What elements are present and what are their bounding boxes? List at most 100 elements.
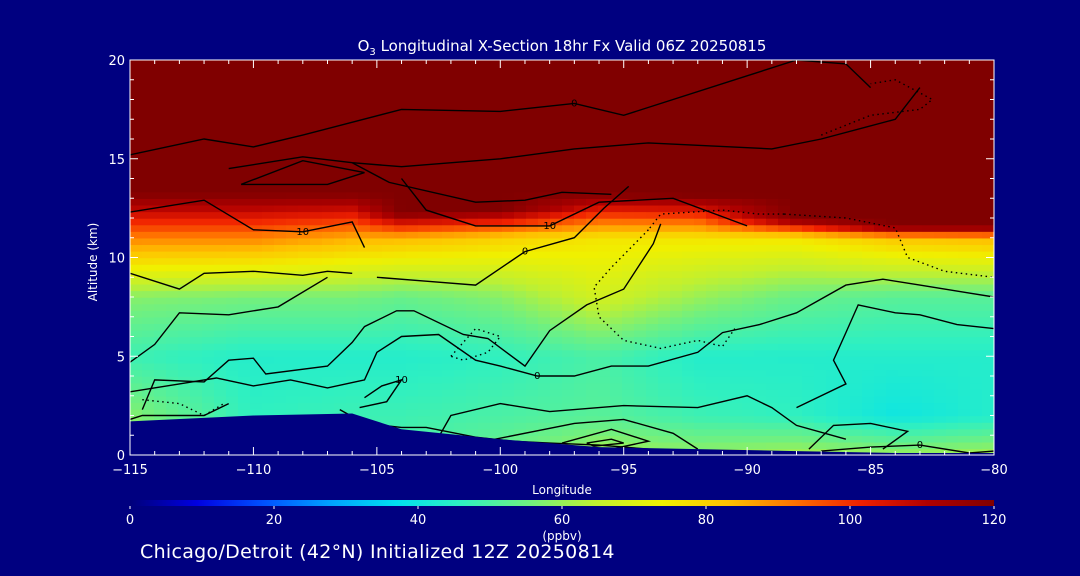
field-cell: [958, 152, 971, 160]
field-cell: [706, 362, 719, 371]
field-cell: [778, 323, 791, 331]
field-cell: [682, 139, 695, 147]
field-cell: [250, 376, 263, 384]
field-cell: [250, 316, 263, 325]
field-cell: [814, 303, 827, 311]
field-cell: [154, 106, 167, 114]
field-cell: [730, 178, 743, 186]
field-cell: [178, 119, 191, 127]
field-cell: [562, 60, 575, 68]
field-cell: [370, 191, 383, 199]
field-cell: [430, 323, 443, 331]
field-cell: [706, 125, 719, 134]
field-cell: [562, 92, 575, 101]
field-cell: [598, 428, 611, 436]
field-cell: [430, 428, 443, 436]
field-cell: [898, 218, 911, 226]
field-cell: [694, 66, 707, 74]
field-cell: [514, 112, 527, 120]
field-cell: [850, 66, 863, 74]
field-cell: [970, 165, 983, 173]
field-cell: [178, 290, 191, 298]
field-cell: [814, 86, 827, 94]
field-cell: [574, 145, 587, 153]
field-cell: [442, 316, 455, 325]
field-cell: [754, 125, 767, 134]
field-cell: [490, 297, 503, 305]
field-cell: [190, 158, 203, 167]
field-cell: [130, 244, 143, 252]
field-cell: [322, 329, 335, 338]
field-cell: [898, 139, 911, 147]
field-cell: [514, 290, 527, 298]
field-cell: [694, 198, 707, 206]
field-cell: [958, 99, 971, 107]
field-cell: [526, 165, 539, 173]
field-cell: [970, 139, 983, 147]
field-cell: [958, 244, 971, 252]
field-cell: [454, 92, 467, 101]
field-cell: [562, 132, 575, 140]
field-cell: [514, 283, 527, 292]
field-cell: [166, 264, 179, 272]
field-cell: [154, 152, 167, 160]
field-cell: [250, 204, 263, 213]
field-cell: [418, 283, 431, 292]
field-cell: [802, 323, 815, 331]
contour-line: [808, 422, 910, 450]
field-cell: [550, 343, 563, 351]
field-cell: [778, 376, 791, 384]
field-cell: [718, 356, 731, 364]
field-cell: [274, 290, 287, 298]
field-cell: [790, 185, 803, 193]
field-cell: [694, 178, 707, 186]
field-cell: [382, 402, 395, 410]
field-cell: [826, 139, 839, 147]
field-cell: [382, 336, 395, 344]
field-cell: [610, 441, 623, 450]
field-cell: [202, 264, 215, 272]
field-cell: [802, 402, 815, 410]
field-cell: [682, 257, 695, 265]
field-cell: [550, 316, 563, 325]
field-cell: [646, 211, 659, 219]
field-cell: [310, 178, 323, 186]
field-cell: [742, 349, 755, 357]
field-cell: [742, 356, 755, 364]
contour-line: [400, 178, 748, 227]
field-cell: [142, 277, 155, 285]
field-cell: [982, 204, 994, 213]
field-cell: [706, 323, 719, 331]
field-cell: [610, 283, 623, 292]
field-cell: [766, 165, 779, 173]
field-cell: [586, 145, 599, 153]
field-cell: [514, 382, 527, 390]
field-cell: [130, 283, 143, 292]
field-cell: [370, 231, 383, 239]
field-cell: [802, 428, 815, 436]
field-cell: [502, 244, 515, 252]
field-cell: [286, 395, 299, 404]
field-cell: [958, 231, 971, 239]
field-cell: [406, 257, 419, 265]
field-cell: [742, 428, 755, 436]
field-cell: [586, 224, 599, 232]
field-cell: [394, 349, 407, 357]
field-cell: [682, 178, 695, 186]
field-cell: [382, 139, 395, 147]
field-cell: [658, 283, 671, 292]
x-tick-label: −85: [857, 463, 884, 478]
field-cell: [442, 257, 455, 265]
field-cell: [142, 125, 155, 134]
field-cell: [310, 349, 323, 357]
field-cell: [262, 290, 275, 298]
field-cell: [262, 60, 275, 68]
field-cell: [682, 343, 695, 351]
field-cell: [742, 86, 755, 94]
field-cell: [730, 316, 743, 325]
field-cell: [142, 106, 155, 114]
field-cell: [574, 165, 587, 173]
field-cell: [430, 369, 443, 377]
field-cell: [298, 290, 311, 298]
field-cell: [130, 158, 143, 167]
